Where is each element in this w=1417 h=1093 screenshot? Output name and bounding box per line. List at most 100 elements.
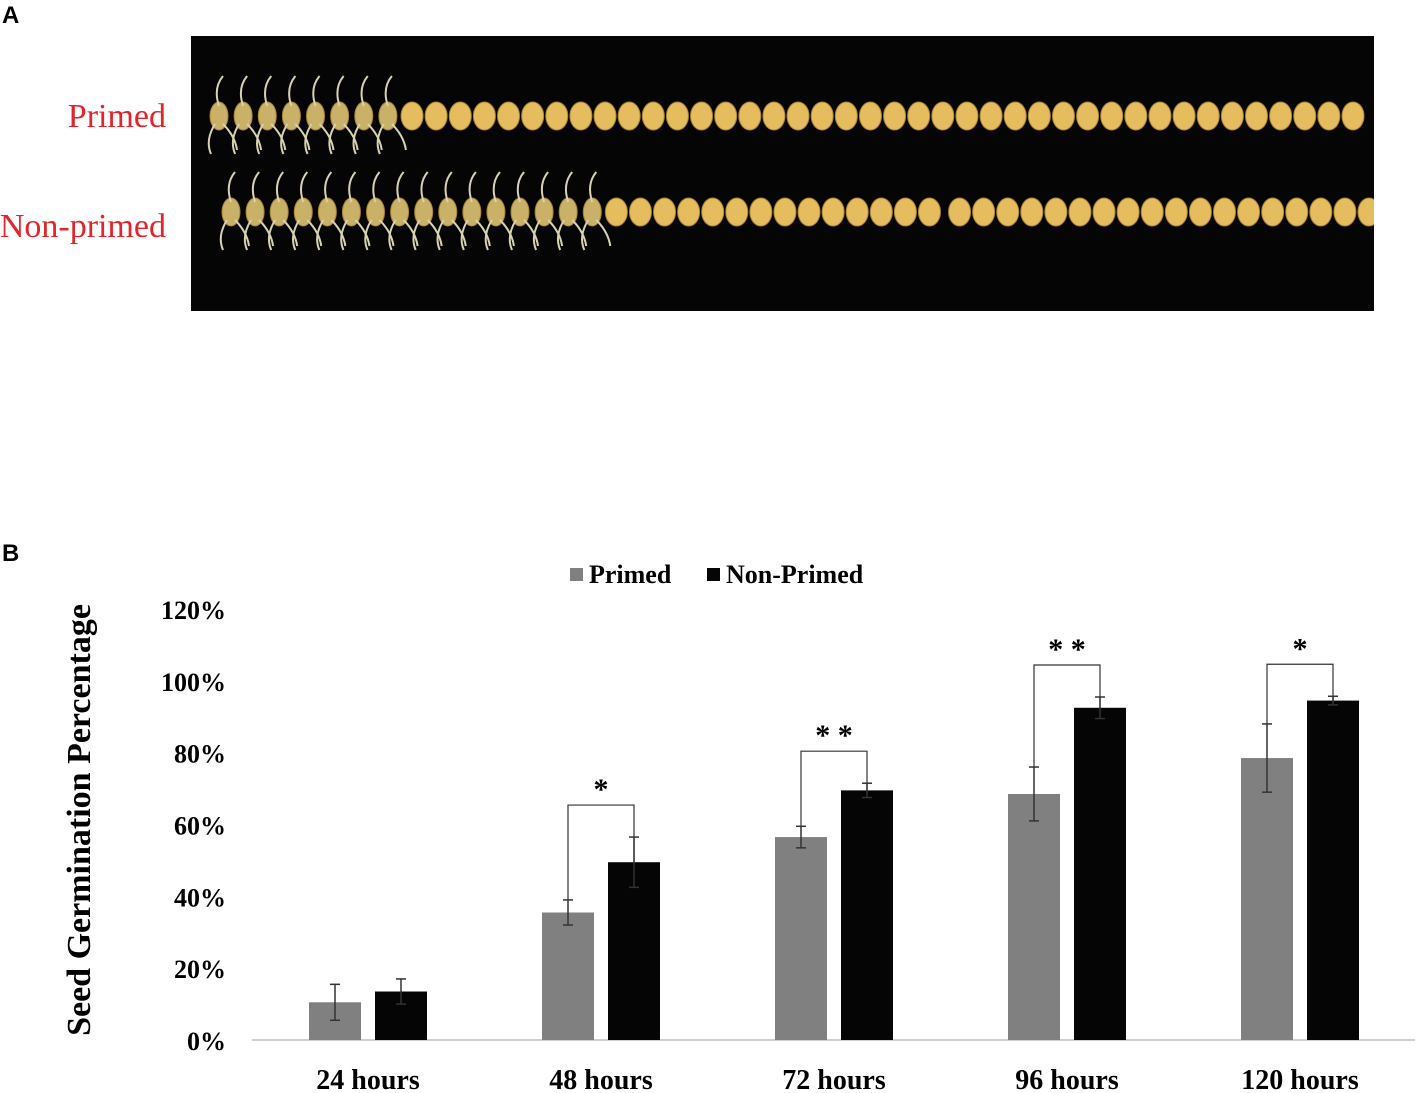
- seed-germination-photo: [191, 36, 1374, 311]
- germinated-seed: [510, 197, 530, 227]
- seed: [1293, 101, 1317, 131]
- germinated-seed: [317, 197, 337, 227]
- seed: [738, 101, 762, 131]
- seed: [1003, 101, 1027, 131]
- germinated-seed: [233, 101, 253, 131]
- seedling-root: [352, 75, 383, 155]
- seedling-root: [304, 75, 335, 155]
- y-tick-label: 120%: [161, 596, 226, 625]
- seed: [497, 101, 521, 131]
- germinated-seed: [221, 197, 241, 227]
- seedling-root: [340, 171, 371, 251]
- bar-non-primed-3: [1074, 707, 1126, 1040]
- seed: [1220, 101, 1244, 131]
- significance-marker: *: [1293, 632, 1308, 665]
- germinated-seed: [486, 197, 506, 227]
- error-bar: [396, 978, 406, 1005]
- seedling-root: [364, 171, 395, 251]
- seed: [448, 101, 472, 131]
- seed: [972, 197, 996, 227]
- seed: [834, 101, 858, 131]
- seed: [569, 101, 593, 131]
- seed: [821, 197, 845, 227]
- germinated-seed: [354, 101, 374, 131]
- seed: [628, 197, 652, 227]
- seed: [653, 197, 677, 227]
- x-axis-ticks: 24 hours 48 hours 72 hours 96 hours 120 hour…: [316, 1065, 1359, 1093]
- seedling-root: [292, 171, 323, 251]
- seed: [1124, 101, 1148, 131]
- seed: [690, 101, 714, 131]
- seed: [1285, 197, 1309, 227]
- seed: [1269, 101, 1293, 131]
- germinated-seed: [582, 197, 602, 227]
- seed: [810, 101, 834, 131]
- x-tick-label: 48 hours: [549, 1065, 653, 1093]
- legend-swatch-primed: [570, 568, 583, 581]
- seed: [858, 101, 882, 131]
- bar-primed-1: [542, 912, 594, 1040]
- germinated-seed: [245, 197, 265, 227]
- seedling-root: [219, 171, 250, 251]
- significance-marker: * *: [1048, 633, 1086, 666]
- seed: [545, 101, 569, 131]
- germinated-seed: [378, 101, 398, 131]
- x-tick-label: 96 hours: [1015, 1065, 1119, 1093]
- y-tick-label: 20%: [174, 955, 226, 984]
- seedling-root: [581, 171, 612, 251]
- seed: [1027, 101, 1051, 131]
- seed: [677, 197, 701, 227]
- germinated-seed: [330, 101, 350, 131]
- seed: [773, 197, 797, 227]
- seed: [1357, 197, 1374, 227]
- seed: [1076, 101, 1100, 131]
- significance-marker: * *: [815, 719, 853, 752]
- seed: [955, 101, 979, 131]
- germinated-seed: [257, 101, 277, 131]
- seedling-root: [280, 75, 311, 155]
- seed: [979, 101, 1003, 131]
- y-axis-ticks: 0% 20% 40% 60% 80% 100% 120%: [161, 596, 226, 1056]
- seed: [1092, 197, 1116, 227]
- germinated-seed: [558, 197, 578, 227]
- seedling-root: [508, 171, 540, 251]
- seedling-root: [256, 75, 287, 155]
- y-tick-label: 80%: [174, 740, 226, 769]
- seed: [593, 101, 617, 131]
- seedling-root: [436, 171, 467, 251]
- seed: [714, 101, 738, 131]
- seedling-root: [532, 171, 564, 251]
- seedling-root: [376, 75, 407, 155]
- seedling-root: [316, 171, 347, 251]
- seed: [786, 101, 810, 131]
- germinated-seed: [209, 101, 229, 131]
- seed: [1341, 101, 1365, 131]
- seed: [845, 197, 869, 227]
- significance-marker: *: [594, 773, 609, 806]
- germinated-seed: [462, 197, 482, 227]
- bar-primed-4: [1241, 758, 1293, 1040]
- bar-primed-3: [1008, 793, 1060, 1040]
- seed: [1317, 101, 1341, 131]
- seed: [1020, 197, 1044, 227]
- seed: [749, 197, 773, 227]
- seed: [1333, 197, 1357, 227]
- seedling-root: [412, 171, 443, 251]
- seed: [1051, 101, 1075, 131]
- seedling-root: [243, 171, 275, 251]
- seed: [1044, 197, 1068, 227]
- seed: [1237, 197, 1261, 227]
- seed: [472, 101, 496, 131]
- seed: [1164, 197, 1188, 227]
- y-tick-label: 0%: [187, 1027, 226, 1056]
- significance-bracket: *: [1266, 632, 1334, 724]
- seed: [1068, 197, 1092, 227]
- x-tick-label: 120 hours: [1241, 1065, 1359, 1093]
- seed: [869, 197, 893, 227]
- photo-row-label-primed: Primed: [67, 98, 166, 135]
- x-tick-label: 72 hours: [782, 1065, 886, 1093]
- y-tick-label: 60%: [174, 812, 226, 841]
- seedling-root: [388, 171, 419, 251]
- seedling-root: [207, 75, 238, 155]
- y-tick-label: 100%: [161, 668, 226, 697]
